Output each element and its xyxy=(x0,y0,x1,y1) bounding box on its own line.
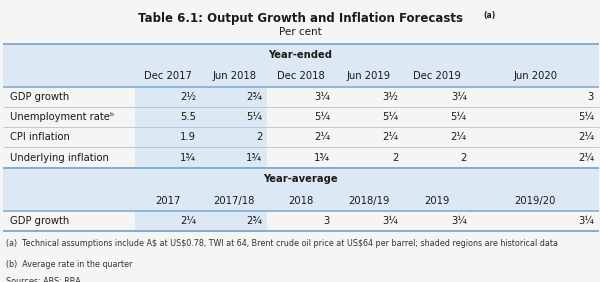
Text: 3¼: 3¼ xyxy=(451,92,467,102)
Text: 3: 3 xyxy=(324,216,330,226)
Text: 1¾: 1¾ xyxy=(180,153,196,163)
Bar xyxy=(135,87,201,107)
Bar xyxy=(135,147,201,168)
Text: 5¼: 5¼ xyxy=(314,112,330,122)
Text: GDP growth: GDP growth xyxy=(10,216,70,226)
Text: (b)  Average rate in the quarter: (b) Average rate in the quarter xyxy=(6,260,133,269)
Text: 2¼: 2¼ xyxy=(314,132,330,142)
Text: 2: 2 xyxy=(256,132,262,142)
Text: 2¾: 2¾ xyxy=(246,216,262,226)
Text: 2¼: 2¼ xyxy=(578,132,594,142)
Text: Unemployment rateᵇ: Unemployment rateᵇ xyxy=(10,112,115,122)
Bar xyxy=(3,44,599,87)
Text: Dec 2018: Dec 2018 xyxy=(277,71,325,81)
Text: 1.9: 1.9 xyxy=(180,132,196,142)
Text: 2017/18: 2017/18 xyxy=(214,195,254,206)
Text: 3½: 3½ xyxy=(383,92,398,102)
Text: 2017: 2017 xyxy=(155,195,181,206)
Text: 2019/20: 2019/20 xyxy=(515,195,556,206)
Bar xyxy=(135,211,201,231)
Text: (a): (a) xyxy=(484,11,496,20)
Bar xyxy=(135,127,201,147)
Text: 2½: 2½ xyxy=(180,92,196,102)
Text: 3¼: 3¼ xyxy=(578,216,594,226)
Text: Underlying inflation: Underlying inflation xyxy=(10,153,109,163)
Bar xyxy=(3,168,599,211)
Text: 5¼: 5¼ xyxy=(246,112,262,122)
Text: 2019: 2019 xyxy=(425,195,450,206)
Text: 2018: 2018 xyxy=(288,195,314,206)
Text: Table 6.1: Output Growth and Inflation Forecasts: Table 6.1: Output Growth and Inflation F… xyxy=(137,12,463,25)
Text: 2¼: 2¼ xyxy=(451,132,467,142)
Text: Per cent: Per cent xyxy=(278,27,322,37)
Bar xyxy=(201,107,267,127)
Text: Dec 2019: Dec 2019 xyxy=(413,71,461,81)
Text: Year-ended: Year-ended xyxy=(268,50,332,60)
Text: Jun 2020: Jun 2020 xyxy=(513,71,557,81)
Text: 5.5: 5.5 xyxy=(180,112,196,122)
Text: 3: 3 xyxy=(588,92,594,102)
Text: 5¼: 5¼ xyxy=(451,112,467,122)
Text: Sources: ABS; RBA: Sources: ABS; RBA xyxy=(6,277,81,282)
Bar xyxy=(135,107,201,127)
Text: 2¾: 2¾ xyxy=(246,92,262,102)
Text: 3¼: 3¼ xyxy=(382,216,398,226)
Text: Jun 2018: Jun 2018 xyxy=(212,71,256,81)
Text: 1¾: 1¾ xyxy=(314,153,330,163)
Bar xyxy=(201,211,267,231)
Text: 2: 2 xyxy=(392,153,398,163)
Text: 3¼: 3¼ xyxy=(451,216,467,226)
Text: 2018/19: 2018/19 xyxy=(349,195,389,206)
Text: 2¼: 2¼ xyxy=(180,216,196,226)
Text: Jun 2019: Jun 2019 xyxy=(347,71,391,81)
Text: 5¼: 5¼ xyxy=(578,112,594,122)
Text: CPI inflation: CPI inflation xyxy=(10,132,70,142)
Text: Dec 2017: Dec 2017 xyxy=(144,71,192,81)
Text: Year-average: Year-average xyxy=(263,174,337,184)
Text: 2¼: 2¼ xyxy=(382,132,398,142)
Bar xyxy=(201,87,267,107)
Text: 1¾: 1¾ xyxy=(246,153,262,163)
Text: 5¼: 5¼ xyxy=(382,112,398,122)
Text: (a)  Technical assumptions include A$ at US$0.78, TWI at 64, Brent crude oil pri: (a) Technical assumptions include A$ at … xyxy=(6,239,558,248)
Text: GDP growth: GDP growth xyxy=(10,92,70,102)
Text: 2: 2 xyxy=(460,153,467,163)
Bar xyxy=(201,147,267,168)
Text: 3¼: 3¼ xyxy=(314,92,330,102)
Text: 2¼: 2¼ xyxy=(578,153,594,163)
Bar xyxy=(201,127,267,147)
